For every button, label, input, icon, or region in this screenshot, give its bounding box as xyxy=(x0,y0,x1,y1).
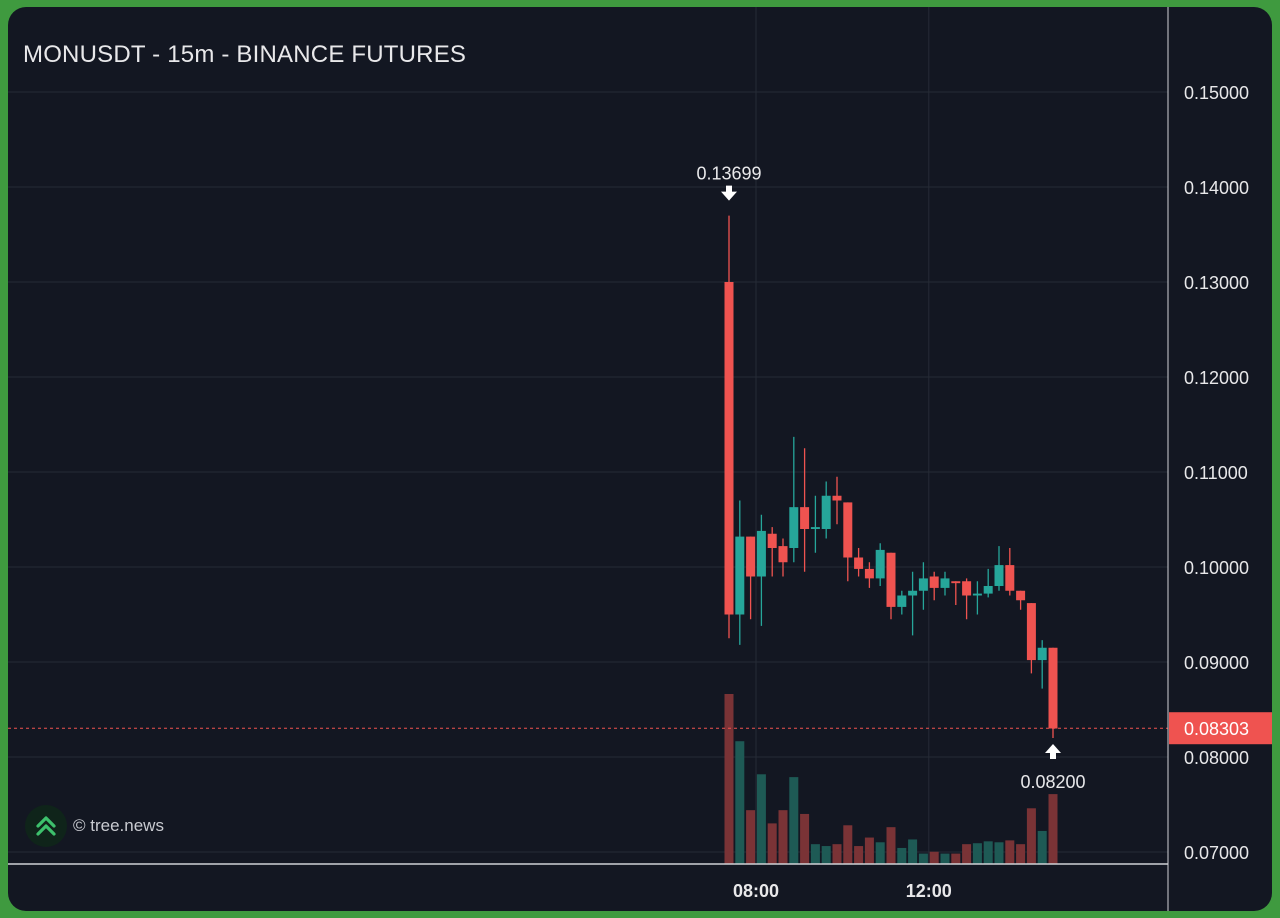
y-tick-label: 0.09000 xyxy=(1184,653,1249,673)
y-tick-label: 0.11000 xyxy=(1184,463,1248,483)
x-tick-label: 12:00 xyxy=(906,881,952,901)
volume-bar xyxy=(1037,830,1047,864)
volume-bar xyxy=(951,853,961,864)
volume-bar xyxy=(854,846,864,864)
candle-body xyxy=(832,495,842,501)
volume-bar xyxy=(724,694,734,864)
candle-body xyxy=(778,546,788,563)
volume-bar xyxy=(800,813,810,864)
volume-bar xyxy=(1048,794,1058,864)
candle-body xyxy=(767,533,777,548)
volume-bar xyxy=(778,810,788,864)
candle-body xyxy=(1026,603,1036,661)
y-tick-label: 0.07000 xyxy=(1184,843,1249,863)
volume-bar xyxy=(940,853,950,864)
volume-bar xyxy=(746,810,756,864)
candle-body xyxy=(1016,590,1026,601)
candle-body xyxy=(929,576,939,588)
volume-bar xyxy=(756,774,766,864)
high-price-label: 0.13699 xyxy=(696,164,761,184)
volume-bar xyxy=(1005,840,1015,864)
volume-bar xyxy=(843,825,853,864)
candle-body xyxy=(789,507,799,548)
current-price-tag xyxy=(1169,712,1272,745)
candle-body xyxy=(810,527,820,529)
volume-bar xyxy=(918,853,928,864)
candle-body xyxy=(756,530,766,577)
grid-lines xyxy=(8,7,1168,864)
volume-bar xyxy=(864,837,874,864)
candle-body xyxy=(897,595,907,607)
low-price-label: 0.08200 xyxy=(1020,772,1085,792)
candle-body xyxy=(875,549,885,579)
volume-bar xyxy=(994,842,1004,864)
candles xyxy=(724,215,1058,738)
candle-body xyxy=(972,593,982,596)
down-arrow-icon xyxy=(721,185,737,201)
volume-bar xyxy=(962,844,972,864)
candle-body xyxy=(1037,647,1047,661)
candle-body xyxy=(951,581,961,584)
candle-body xyxy=(854,557,864,569)
y-tick-label: 0.08000 xyxy=(1184,748,1249,768)
volume-bar xyxy=(983,841,993,864)
candle-body xyxy=(994,565,1004,586)
volume-bar xyxy=(832,844,842,864)
y-tick-label: 0.15000 xyxy=(1184,83,1249,103)
candle-body xyxy=(908,590,918,596)
up-arrow-icon xyxy=(1045,744,1061,759)
volume-bar xyxy=(789,777,799,864)
candle-body xyxy=(724,282,734,615)
candle-body xyxy=(843,502,853,558)
y-tick-label: 0.10000 xyxy=(1184,558,1249,578)
volume-bar xyxy=(810,844,820,864)
chart-panel: 0.13699 0.08200 0.08303 0.15000 0.14000 0.13… xyxy=(8,7,1272,911)
candle-body xyxy=(746,536,756,577)
candle-body xyxy=(864,568,874,579)
price-annotations: 0.13699 0.08200 0.08303 xyxy=(8,164,1272,792)
y-tick-label: 0.14000 xyxy=(1184,178,1249,198)
watermark-text: © tree.news xyxy=(73,816,164,835)
candle-body xyxy=(962,581,972,596)
volume-bar xyxy=(875,842,885,864)
y-tick-label: 0.12000 xyxy=(1184,368,1249,388)
candle-body xyxy=(918,578,928,591)
volume-bar xyxy=(972,843,982,864)
x-tick-label: 08:00 xyxy=(733,881,779,901)
volume-bars xyxy=(724,694,1058,864)
volume-bar xyxy=(929,851,939,864)
volume-bar xyxy=(897,847,907,864)
volume-bar xyxy=(1026,808,1036,864)
axes: 0.15000 0.14000 0.13000 0.12000 0.11000 0.100… xyxy=(8,7,1249,911)
candle-body xyxy=(821,495,831,529)
y-tick-label: 0.13000 xyxy=(1184,273,1249,293)
candle-body xyxy=(940,578,950,588)
candle-body xyxy=(983,586,993,594)
candle-body xyxy=(735,536,745,615)
tree-news-logo-icon xyxy=(25,805,67,847)
volume-bar xyxy=(821,846,831,864)
candle-body xyxy=(1048,647,1058,729)
volume-bar xyxy=(767,823,777,864)
candle-body xyxy=(800,507,810,529)
volume-bar xyxy=(1016,844,1026,864)
candle-body xyxy=(886,552,896,607)
volume-bar xyxy=(886,827,896,864)
current-price-label: 0.08303 xyxy=(1184,719,1249,739)
candle-body xyxy=(1005,565,1015,591)
watermark: © tree.news xyxy=(25,805,164,847)
volume-bar xyxy=(908,839,918,864)
volume-bar xyxy=(735,741,745,864)
chart-title: MONUSDT - 15m - BINANCE FUTURES xyxy=(23,41,467,68)
